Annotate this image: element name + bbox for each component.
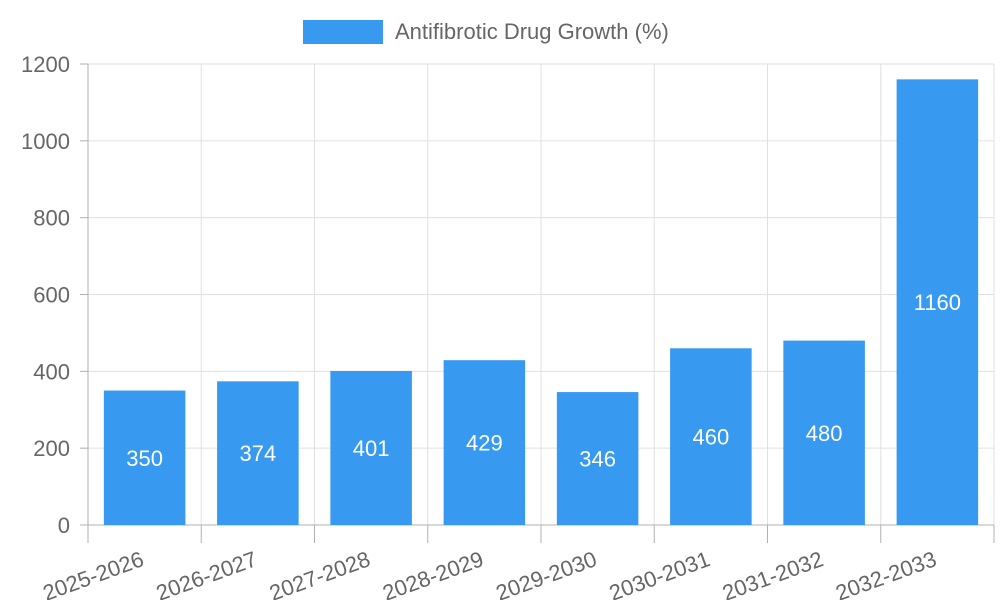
bar-value-label: 1160 (914, 290, 961, 315)
x-tick-label: 2032-2033 (832, 546, 939, 600)
bar-value-label: 350 (126, 446, 163, 471)
bar-value-label: 460 (693, 425, 730, 450)
x-tick-label: 2026-2027 (153, 546, 260, 600)
x-tick-label: 2031-2032 (719, 546, 826, 600)
bar[interactable] (103, 390, 186, 525)
legend[interactable]: Antifibrotic Drug Growth (%) (303, 19, 669, 44)
bars[interactable] (103, 79, 979, 525)
x-tick-label: 2027-2028 (266, 546, 373, 600)
y-axis-ticks: 0 200 400 600 800 1000 1200 (21, 52, 88, 538)
bar[interactable] (330, 370, 412, 525)
legend-label: Antifibrotic Drug Growth (%) (395, 19, 669, 44)
y-tick-label: 200 (33, 436, 70, 461)
x-axis-ticks: 2025-2026 2026-2027 2027-2028 2028-2029 2029… (40, 525, 995, 605)
data-labels: 350 374 401 429 346 460 480 1160 (126, 290, 961, 471)
bar-value-label: 401 (353, 436, 390, 461)
bar-value-label: 480 (806, 421, 843, 446)
bar-value-label: 429 (466, 431, 503, 456)
bar[interactable] (783, 340, 865, 525)
y-tick-label: 0 (58, 513, 70, 538)
y-tick-label: 600 (33, 283, 70, 308)
bar[interactable] (217, 381, 299, 525)
y-tick-label: 800 (33, 206, 70, 231)
bar-value-label: 374 (240, 441, 277, 466)
x-tick-label: 2029-2030 (493, 546, 600, 600)
y-tick-label: 1200 (21, 52, 70, 77)
legend-swatch (303, 20, 383, 44)
bar[interactable] (896, 79, 979, 525)
gridlines (88, 63, 995, 525)
y-tick-label: 400 (33, 359, 70, 384)
x-tick-label: 2025-2026 (40, 546, 147, 600)
bar[interactable] (443, 360, 526, 525)
bar-value-label: 346 (579, 447, 616, 472)
bar[interactable] (556, 392, 639, 525)
x-tick-label: 2030-2031 (606, 546, 713, 600)
bar[interactable] (670, 348, 752, 525)
y-tick-label: 1000 (21, 129, 70, 154)
x-tick-label: 2028-2029 (379, 546, 486, 600)
